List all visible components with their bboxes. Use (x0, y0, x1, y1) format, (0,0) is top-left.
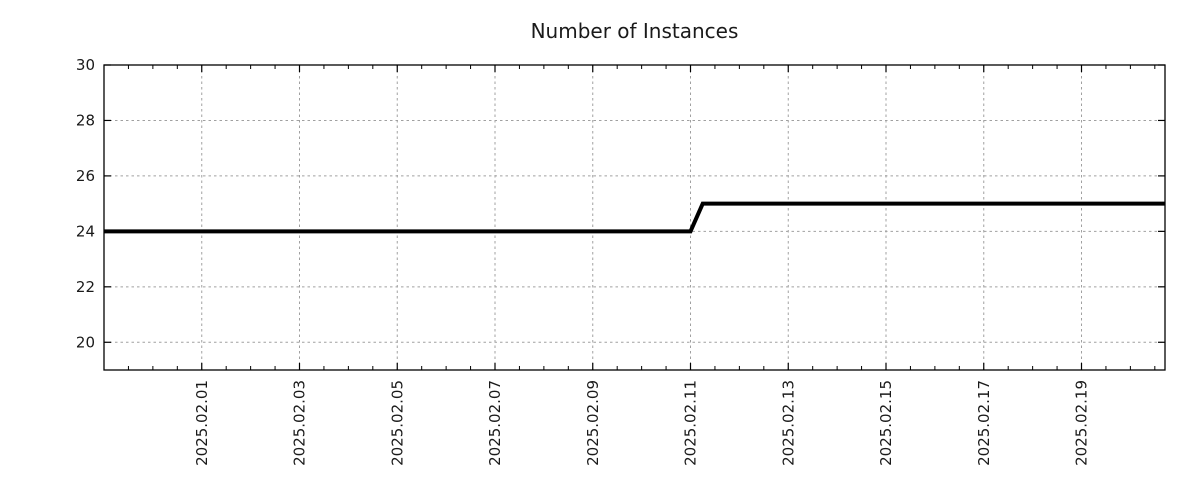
data-line-instances (104, 201, 1165, 234)
y-axis-tick-label: 28 (76, 111, 95, 129)
x-axis-tick-label: 2025.02.09 (584, 380, 602, 466)
x-axis-tick-label: 2025.02.15 (877, 380, 895, 466)
plot-area: 20 22 24 26 28 30 2025.02.01 2025.02.03 2025.02.… (76, 56, 1166, 466)
chart-title: Number of Instances (531, 19, 739, 43)
x-axis-tick-label: 2025.02.07 (486, 380, 504, 466)
x-axis-tick-label: 2025.02.05 (388, 380, 406, 466)
y-axis-tick-label: 22 (76, 278, 95, 296)
y-axis-tick-label: 26 (76, 167, 95, 185)
plot-border (103, 64, 1166, 371)
x-axis-tick-label: 2025.02.13 (779, 380, 797, 466)
x-axis-tick-label: 2025.02.17 (975, 380, 993, 466)
y-axis-tick-label: 24 (76, 222, 95, 240)
x-axis-tick-label: 2025.02.01 (193, 380, 211, 466)
y-axis-tick-label: 30 (76, 56, 95, 74)
x-axis-tick-label: 2025.02.19 (1073, 380, 1091, 466)
x-axis-tick-label: 2025.02.11 (682, 380, 700, 466)
x-axis-tick-label: 2025.02.03 (291, 380, 309, 466)
y-axis-tick-label: 20 (76, 333, 95, 351)
